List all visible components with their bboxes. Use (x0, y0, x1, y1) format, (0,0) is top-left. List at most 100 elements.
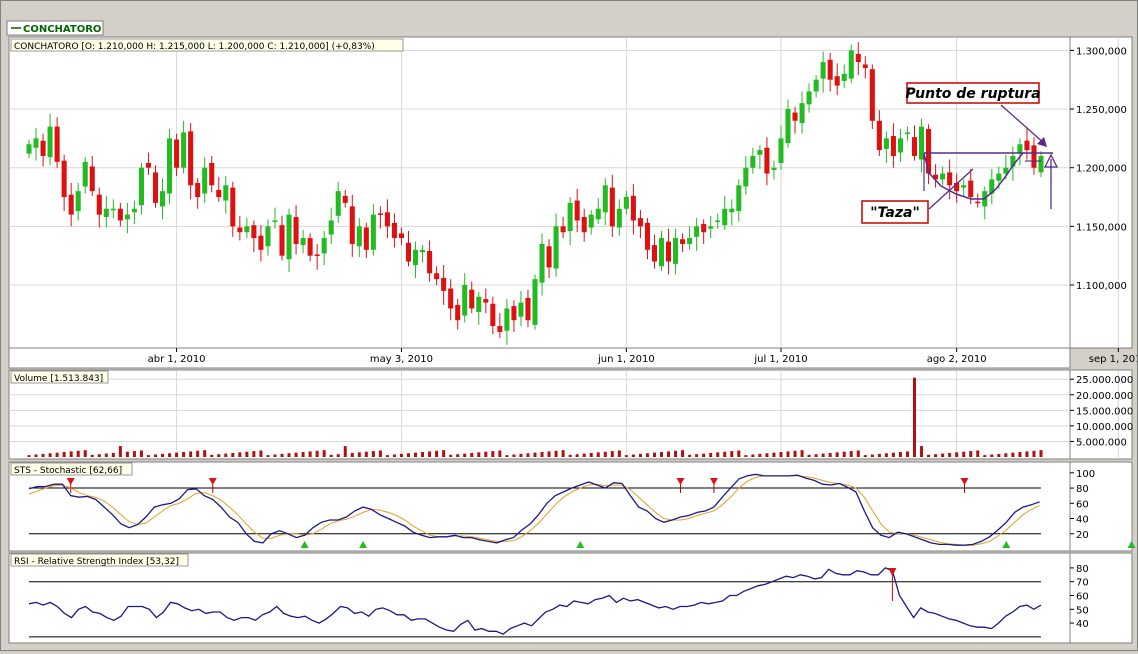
candle-body (546, 246, 552, 268)
rsi-tick-label: 80 (1076, 564, 1089, 575)
candle-body (82, 161, 88, 187)
candle-body (209, 163, 215, 186)
breakout-annotation-text: Punto de ruptura (905, 86, 1040, 102)
volume-bar (1039, 450, 1043, 457)
candle-body (975, 201, 981, 204)
candle-body (279, 225, 285, 256)
volume-bar (638, 453, 642, 457)
candle-body (525, 297, 531, 321)
price-tick-label: 1.200,000 (1076, 164, 1127, 175)
volume-bar (610, 451, 614, 457)
candle-body (363, 227, 369, 250)
volume-bar (182, 452, 186, 457)
volume-bar (336, 454, 340, 457)
symbol-tab[interactable] (6, 20, 104, 36)
candle-body (750, 155, 756, 168)
volume-bar (596, 452, 600, 457)
candle-body (89, 166, 95, 192)
stochastic-tick-label: 100 (1076, 469, 1095, 480)
candle-body (237, 227, 243, 233)
candle-body (54, 126, 60, 162)
volume-bar (856, 450, 860, 457)
candle-body (398, 233, 405, 239)
volume-bar (913, 377, 916, 457)
volume-bar (294, 452, 298, 457)
candle-body (595, 208, 601, 220)
volume-bar (62, 452, 66, 457)
candle-body (455, 304, 461, 321)
volume-bar (723, 451, 727, 457)
candle-body (827, 59, 833, 80)
volume-bar (315, 450, 319, 457)
candle-body (117, 208, 123, 221)
candle-body (911, 137, 918, 156)
stochastic-panel: 20 40 60 80 100 STS - Stochastic [62,66] (8, 461, 1136, 552)
sell-signal-icon (960, 478, 969, 485)
volume-bar (898, 452, 902, 457)
date-tick-label: ago 2, 2010 (927, 354, 987, 365)
volume-bar (83, 450, 87, 457)
candle-body (391, 222, 397, 239)
stochastic-tick-label: 40 (1076, 515, 1089, 526)
rsi-axis-area (1069, 552, 1133, 644)
candle-body (307, 238, 313, 256)
price-tick-label: 1.100,000 (1076, 281, 1127, 292)
volume-bar (407, 453, 410, 457)
volume-bar (456, 454, 460, 457)
volume-bar (737, 450, 741, 457)
volume-bar (175, 452, 179, 457)
candle-body (609, 187, 615, 227)
volume-bar (421, 452, 425, 457)
volume-bar (111, 452, 115, 457)
candle-body (384, 212, 390, 227)
stochastic-d-line (28, 475, 1040, 546)
candle-body (152, 172, 159, 203)
volume-bar (688, 454, 692, 457)
volume-bar (779, 452, 783, 457)
buy-signal-icon (359, 541, 368, 548)
candle-body (701, 224, 707, 233)
volume-bar (259, 450, 263, 457)
candle-body (75, 191, 81, 212)
volume-bar (97, 454, 101, 457)
candle-body (96, 194, 102, 215)
volume-bar (519, 453, 523, 457)
candle-body (1038, 155, 1044, 173)
buy-signal-icon (300, 541, 309, 548)
stochastic-axis-area (1069, 461, 1133, 552)
rsi-panel: 40 50 60 70 80 RSI - Relative Strength Index… (8, 552, 1133, 644)
candle-body (581, 216, 587, 233)
rsi-tick-label: 70 (1076, 578, 1089, 589)
volume-bar (477, 452, 481, 457)
stochastic-tick-label: 60 (1076, 499, 1089, 510)
date-axis-area (8, 347, 1071, 369)
volume-bar (842, 451, 846, 457)
volume-bar (934, 454, 938, 457)
volume-bar (470, 452, 474, 457)
candle-body (216, 189, 222, 198)
volume-bar (196, 450, 200, 457)
volume-bar (118, 446, 122, 457)
volume-bar (414, 452, 418, 457)
candle-body (778, 138, 784, 163)
volume-bar (217, 454, 221, 457)
rsi-line (28, 567, 1042, 635)
candle-body (904, 132, 911, 134)
volume-bar (660, 452, 663, 457)
candle-body (244, 226, 250, 233)
volume-bar (976, 450, 980, 457)
candle-body (961, 185, 967, 188)
rsi-legend-box (10, 553, 189, 567)
candle-body (427, 250, 433, 274)
volume-bar (329, 454, 333, 457)
candle-body (511, 306, 517, 321)
candle-body (300, 238, 306, 246)
volume-bar (997, 453, 1001, 457)
candle-body (61, 160, 67, 198)
candle-body (110, 208, 116, 211)
candle-body (223, 185, 229, 201)
candle-body (159, 191, 166, 207)
candle-body (553, 226, 559, 269)
